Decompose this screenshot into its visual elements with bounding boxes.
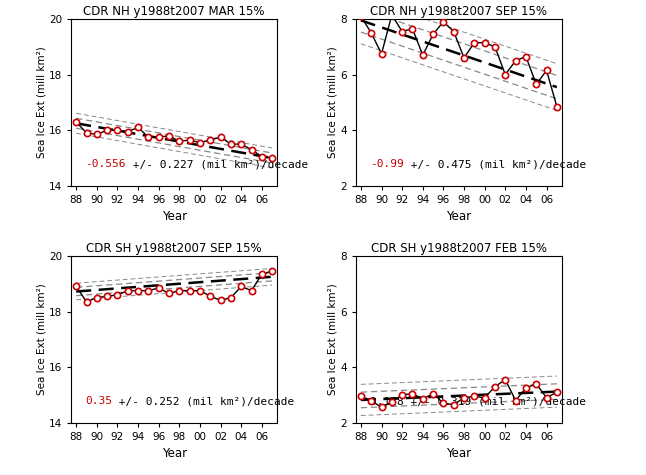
Y-axis label: Sea Ice Ext (mill km²): Sea Ice Ext (mill km²) bbox=[36, 284, 46, 395]
Text: -0.556: -0.556 bbox=[85, 159, 126, 169]
Title: CDR NH y1988t2007 MAR 15%: CDR NH y1988t2007 MAR 15% bbox=[83, 5, 265, 18]
Title: CDR SH y1988t2007 SEP 15%: CDR SH y1988t2007 SEP 15% bbox=[87, 242, 262, 255]
Text: +/- 0.475 (mil km²)/decade: +/- 0.475 (mil km²)/decade bbox=[404, 159, 586, 169]
Text: +/- 0.252 (mil km²)/decade: +/- 0.252 (mil km²)/decade bbox=[112, 396, 295, 406]
X-axis label: Year: Year bbox=[162, 210, 187, 223]
Text: +/- 0.227 (mil km²)/decade: +/- 0.227 (mil km²)/decade bbox=[126, 159, 308, 169]
Title: CDR SH y1988t2007 FEB 15%: CDR SH y1988t2007 FEB 15% bbox=[371, 242, 547, 255]
Title: CDR NH y1988t2007 SEP 15%: CDR NH y1988t2007 SEP 15% bbox=[370, 5, 547, 18]
Y-axis label: Sea Ice Ext (mill km²): Sea Ice Ext (mill km²) bbox=[328, 284, 337, 395]
X-axis label: Year: Year bbox=[446, 447, 472, 460]
Y-axis label: Sea Ice Ext (mill km²): Sea Ice Ext (mill km²) bbox=[328, 47, 337, 158]
Text: 0.35: 0.35 bbox=[85, 396, 112, 406]
Text: 0.138 +/- 0.319 (mil km²)/decade: 0.138 +/- 0.319 (mil km²)/decade bbox=[370, 396, 586, 406]
X-axis label: Year: Year bbox=[162, 447, 187, 460]
Y-axis label: Sea Ice Ext (mill km²): Sea Ice Ext (mill km²) bbox=[36, 47, 46, 158]
Text: -0.99: -0.99 bbox=[370, 159, 404, 169]
X-axis label: Year: Year bbox=[446, 210, 472, 223]
